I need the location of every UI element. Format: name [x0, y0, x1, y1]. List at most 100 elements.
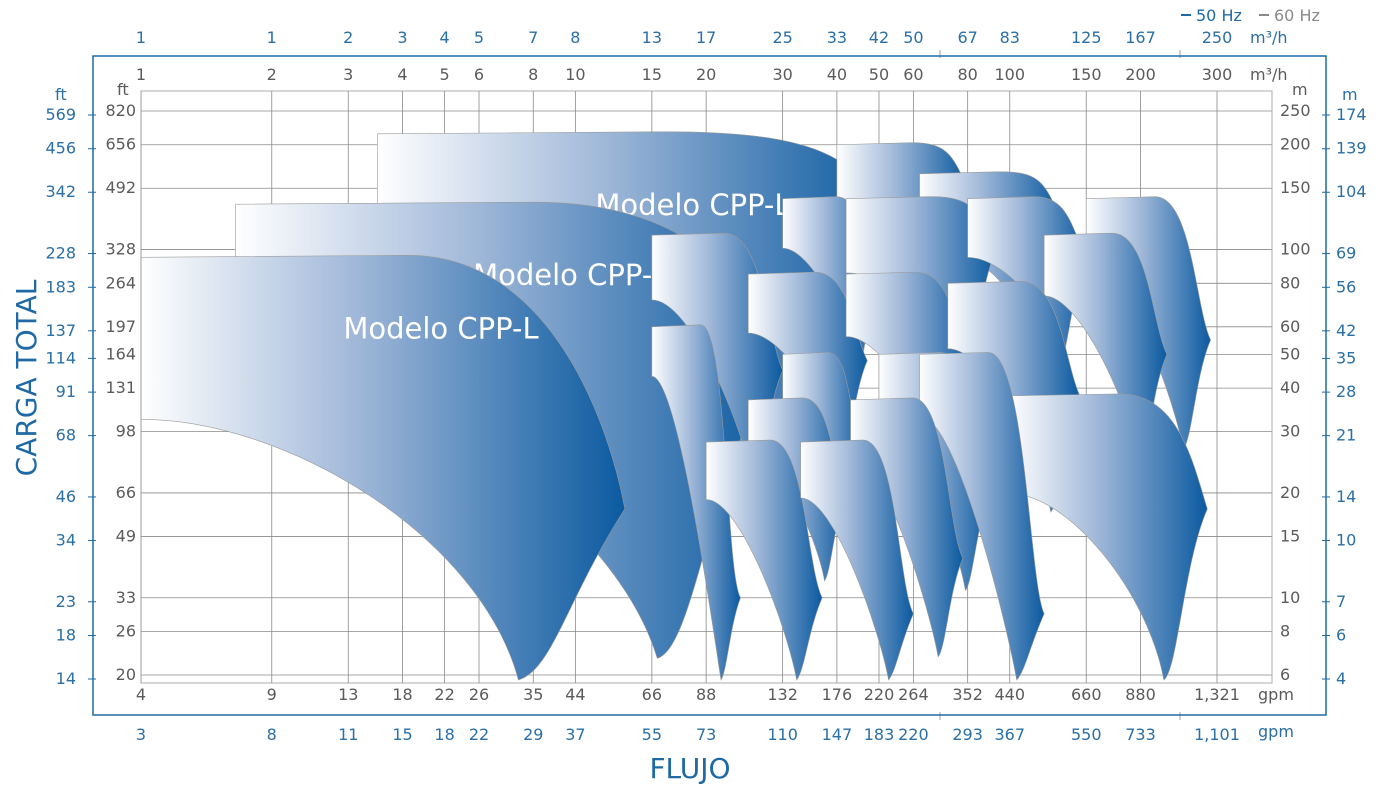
- y-tick-label-ft-50hz: 569: [45, 105, 76, 124]
- y-tick-label-m-60hz: 250: [1280, 101, 1311, 120]
- y-tick-label-m-60hz: 40: [1280, 378, 1300, 397]
- x-tick-label-top-60hz: 10: [565, 65, 585, 84]
- x-tick-label-top-60hz: 30: [772, 65, 792, 84]
- x-tick-label-gpm-60hz: 4: [136, 685, 146, 704]
- x-tick-label-gpm-50hz: 11: [338, 725, 358, 744]
- x-axis-title: FLUJO: [649, 752, 730, 785]
- y-tick-label-m-50hz: 6: [1336, 625, 1346, 644]
- y-tick-label-ft-50hz: 342: [45, 182, 76, 201]
- legend-label-60hz: 60 Hz: [1274, 6, 1320, 25]
- x-tick-label-top-60hz: 200: [1125, 65, 1156, 84]
- x-tick-label-top-50hz: 5: [474, 28, 484, 47]
- x-tick-label-top-50hz: 17: [696, 28, 716, 47]
- inner-frame: [140, 90, 1273, 684]
- x-tick-label-gpm-50hz: 15: [392, 725, 412, 744]
- x-tick-label-gpm-60hz: 880: [1125, 685, 1156, 704]
- y-tick-label-m-60hz: 30: [1280, 422, 1300, 441]
- x-tick-label-top-60hz: 5: [440, 65, 450, 84]
- y-tick-label-m-50hz: 10: [1336, 530, 1356, 549]
- y-tick-label-ft-60hz: 328: [105, 240, 136, 259]
- y-tick-label-m-60hz: 100: [1280, 240, 1311, 259]
- x-tick-label-gpm-60hz: 44: [565, 685, 585, 704]
- x-tick-label-top-60hz: 100: [994, 65, 1025, 84]
- legend: 50 Hz 60 Hz: [1181, 6, 1320, 25]
- x-tick-label-gpm-50hz: 73: [696, 725, 716, 744]
- x-tick-label-top-50hz: 7: [528, 28, 538, 47]
- y-tick-label-m-60hz: 200: [1280, 135, 1311, 154]
- pump-curve-band: [919, 352, 1045, 681]
- x-tick-label-top-50hz: 50: [903, 28, 923, 47]
- x-tick-label-gpm-50hz: 18: [434, 725, 454, 744]
- pump-curve-band: [1009, 393, 1208, 681]
- y-tick-label-ft-60hz: 656: [105, 135, 136, 154]
- x-tick-label-top-50hz: 250: [1202, 28, 1233, 47]
- x-tick-label-top-50hz: 25: [772, 28, 792, 47]
- x-tick-label-top-60hz: 50: [869, 65, 889, 84]
- y-tick-label-m-50hz: 4: [1336, 669, 1346, 688]
- x-tick-label-gpm-60hz: 660: [1071, 685, 1102, 704]
- x-tick-label-top-50hz: 8: [570, 28, 580, 47]
- y-tick-label-ft-50hz: 114: [45, 348, 76, 367]
- chart-frames: [92, 55, 1327, 716]
- y-unit-left-60hz: ft: [117, 80, 129, 99]
- x-tick-label-top-60hz: 40: [827, 65, 847, 84]
- x-tick-label-gpm-50hz: 147: [822, 725, 853, 744]
- x-tick-label-top-50hz: 3: [397, 28, 407, 47]
- y-tick-label-ft-60hz: 20: [116, 665, 136, 684]
- y-tick-label-m-60hz: 10: [1280, 588, 1300, 607]
- x-tick-label-gpm-50hz: 22: [469, 725, 489, 744]
- x-tick-label-top-50hz: 42: [869, 28, 889, 47]
- y-tick-label-ft-50hz: 137: [45, 321, 76, 340]
- x-tick-label-top-50hz: 33: [827, 28, 847, 47]
- y-tick-label-ft-60hz: 492: [105, 178, 136, 197]
- y-tick-label-m-50hz: 69: [1336, 244, 1356, 263]
- x-unit-bottom-50hz: gpm: [1258, 722, 1294, 741]
- y-tick-label-ft-60hz: 197: [105, 317, 136, 336]
- x-tick-label-gpm-50hz: 29: [523, 725, 543, 744]
- x-tick-label-gpm-60hz: 176: [822, 685, 853, 704]
- x-tick-label-top-60hz: 6: [474, 65, 484, 84]
- y-unit-right-60hz: m: [1292, 80, 1308, 99]
- y-axis-title: CARGA TOTAL: [10, 279, 43, 476]
- x-tick-label-gpm-60hz: 9: [267, 685, 277, 704]
- y-tick-label-ft-50hz: 14: [56, 669, 76, 688]
- x-tick-label-gpm-60hz: 440: [994, 685, 1025, 704]
- y-tick-label-m-60hz: 8: [1280, 621, 1290, 640]
- y-tick-label-m-50hz: 42: [1336, 321, 1356, 340]
- x-tick-label-top-50hz: 83: [1000, 28, 1020, 47]
- x-tick-label-top-60hz: 2: [267, 65, 277, 84]
- x-tick-label-gpm-50hz: 3: [136, 725, 146, 744]
- x-tick-label-gpm-50hz: 55: [642, 725, 662, 744]
- x-tick-label-gpm-60hz: 66: [642, 685, 662, 704]
- y-tick-label-m-50hz: 7: [1336, 592, 1346, 611]
- x-tick-label-top-50hz: 1: [267, 28, 277, 47]
- x-tick-label-top-50hz: 2: [343, 28, 353, 47]
- axis-ticks: 1143129823131134181545221856262278352981…: [45, 28, 1366, 744]
- y-unit-right-50hz: m: [1342, 85, 1358, 104]
- outer-frame: [92, 55, 1327, 716]
- x-tick-label-top-60hz: 15: [642, 65, 662, 84]
- y-tick-label-ft-50hz: 46: [56, 487, 76, 506]
- x-tick-label-gpm-50hz: 37: [565, 725, 585, 744]
- y-tick-label-m-50hz: 139: [1336, 139, 1367, 158]
- legend-label-50hz: 50 Hz: [1196, 6, 1242, 25]
- x-tick-label-top-60hz: 150: [1071, 65, 1102, 84]
- y-tick-label-m-60hz: 15: [1280, 526, 1300, 545]
- x-tick-label-top-50hz: 13: [642, 28, 662, 47]
- pump-model-label: Modelo CPP-L: [343, 311, 538, 345]
- y-tick-label-ft-50hz: 91: [56, 382, 76, 401]
- x-tick-label-gpm-60hz: 26: [469, 685, 489, 704]
- x-unit-top-60hz: m³/h: [1250, 65, 1288, 84]
- y-tick-label-ft-50hz: 34: [56, 530, 76, 549]
- y-tick-label-m-50hz: 28: [1336, 382, 1356, 401]
- x-tick-label-gpm-50hz: 293: [952, 725, 983, 744]
- y-tick-label-ft-60hz: 66: [116, 483, 136, 502]
- x-tick-label-top-60hz: 300: [1202, 65, 1233, 84]
- x-tick-label-gpm-60hz: 35: [523, 685, 543, 704]
- x-tick-label-top-50hz: 1: [136, 28, 146, 47]
- y-tick-label-m-50hz: 174: [1336, 105, 1367, 124]
- x-tick-label-top-50hz: 4: [440, 28, 450, 47]
- x-tick-label-top-50hz: 125: [1071, 28, 1102, 47]
- legend-swatch-50hz: [1181, 14, 1191, 16]
